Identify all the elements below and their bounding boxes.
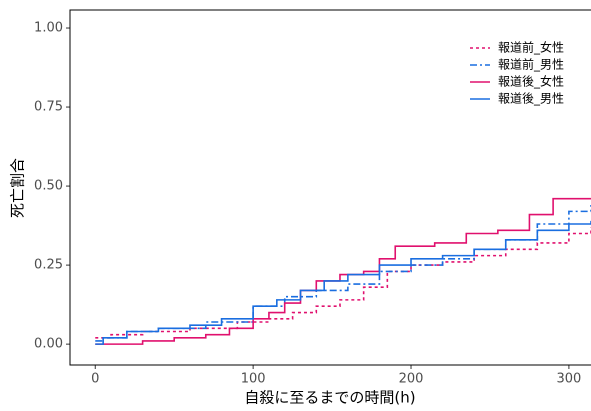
legend-label: 報道前_女性 (498, 40, 564, 55)
x-tick-label: 100 (241, 372, 266, 387)
series-line (95, 220, 591, 345)
y-tick-label: 0.75 (34, 100, 63, 115)
y-tick-label: 0.50 (34, 179, 63, 194)
y-tick-label: 0.25 (34, 258, 63, 273)
y-axis-title: 死亡割合 (9, 158, 27, 218)
plot-border (69, 9, 591, 366)
y-tick-label: 0.00 (34, 337, 63, 352)
y-tick-label: 1.00 (34, 21, 63, 36)
series-line (95, 227, 591, 339)
series-line (95, 197, 591, 345)
x-tick-label: 200 (399, 372, 424, 387)
legend-label: 報道後_男性 (498, 92, 564, 106)
legend-label: 報道後_女性 (498, 74, 564, 89)
legend-label: 報道前_男性 (498, 57, 564, 72)
x-axis-title: 自殺に至るまでの時間(h) (244, 389, 415, 407)
x-tick-label: 300 (556, 372, 581, 387)
x-tick-label: 0 (91, 372, 99, 387)
series-line (95, 205, 591, 342)
